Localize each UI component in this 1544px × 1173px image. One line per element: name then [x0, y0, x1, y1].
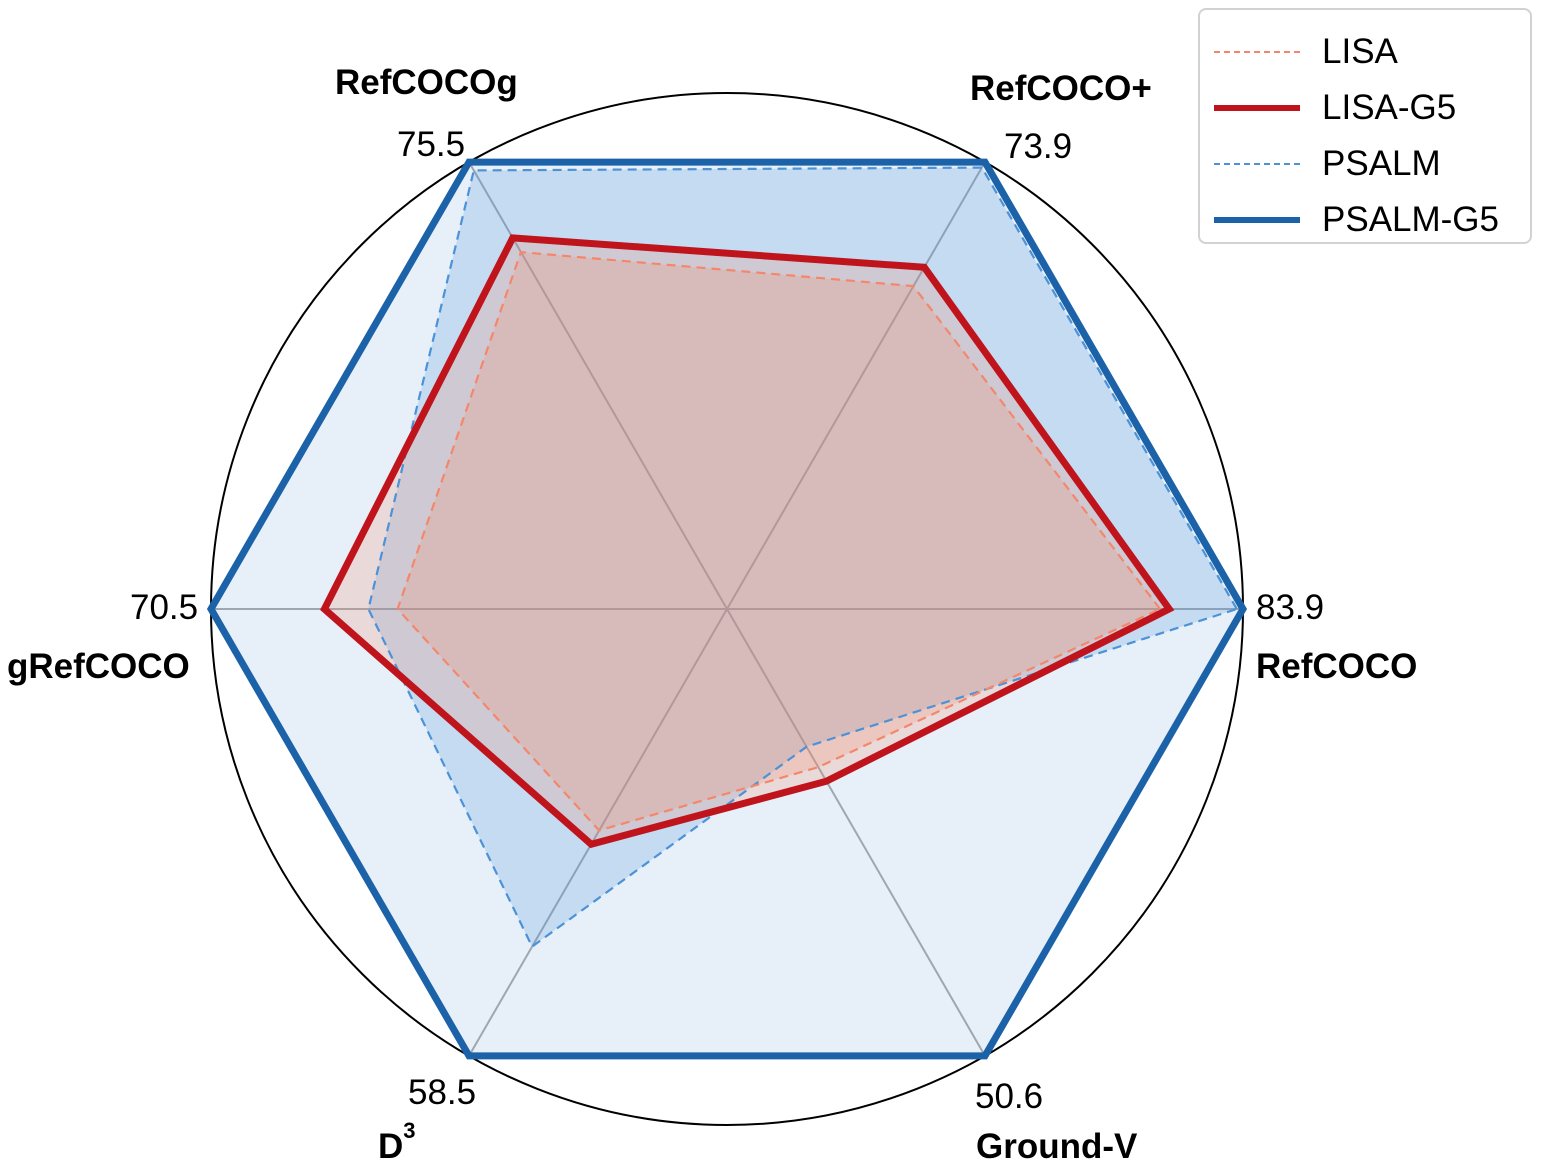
- axis-name-grefcoco: gRefCOCO: [7, 647, 190, 686]
- fill-psalm: [368, 167, 1237, 947]
- legend-item-lisa: LISA: [1200, 24, 1530, 80]
- legend-swatch-psalm: [1214, 163, 1300, 165]
- fill-lisa: [397, 252, 1161, 831]
- axis-max-refcoco-plus: 73.9: [1004, 127, 1072, 166]
- line-psalm-g5: [206, 158, 1248, 1060]
- axis-max-d3: 58.5: [408, 1073, 476, 1112]
- legend-item-psalm-g5: PSALM-G5: [1200, 192, 1530, 248]
- legend-label-lisa-g5: LISA-G5: [1322, 88, 1457, 127]
- fill-lisa-g5: [324, 237, 1170, 845]
- axis-name-refcoco-plus: RefCOCO+: [970, 69, 1152, 108]
- line-lisa: [396, 250, 1162, 832]
- legend-swatch-lisa-g5: [1214, 105, 1300, 111]
- axis-max-grefcoco: 70.5: [130, 588, 198, 627]
- legend-item-psalm: PSALM: [1200, 136, 1530, 192]
- axis-name-d3: D3: [378, 1118, 416, 1166]
- series-fills: [211, 162, 1243, 1056]
- axis-name-ground-v: Ground-V: [976, 1127, 1138, 1166]
- line-lisa-g5: [320, 234, 1175, 849]
- spoke-refcoco+: [726, 161, 986, 610]
- axis-name-d3-sup: 3: [403, 1118, 415, 1143]
- axis-name-refcoco: RefCOCO: [1256, 647, 1417, 686]
- axis-max-ground-v: 50.6: [975, 1077, 1043, 1116]
- legend-swatch-lisa: [1214, 51, 1300, 53]
- axis-name-refcocog: RefCOCOg: [335, 63, 518, 102]
- axis-max-refcocog: 75.5: [397, 125, 465, 164]
- legend-item-lisa-g5: LISA-G5: [1200, 80, 1530, 136]
- series-lines: [206, 158, 1248, 1060]
- line-psalm: [367, 166, 1239, 949]
- fill-psalm-g5: [211, 162, 1243, 1056]
- axis-max-refcoco: 83.9: [1256, 588, 1324, 627]
- spoke-d: [468, 608, 728, 1057]
- legend: LISA LISA-G5 PSALM PSALM-G5: [1198, 8, 1532, 244]
- legend-label-psalm-g5: PSALM-G5: [1322, 200, 1499, 239]
- legend-label-lisa: LISA: [1322, 32, 1398, 71]
- legend-label-psalm: PSALM: [1322, 144, 1441, 183]
- spoke-ground-v: [726, 608, 986, 1057]
- axis-name-d3-base: D: [378, 1127, 403, 1166]
- legend-swatch-psalm-g5: [1214, 217, 1300, 223]
